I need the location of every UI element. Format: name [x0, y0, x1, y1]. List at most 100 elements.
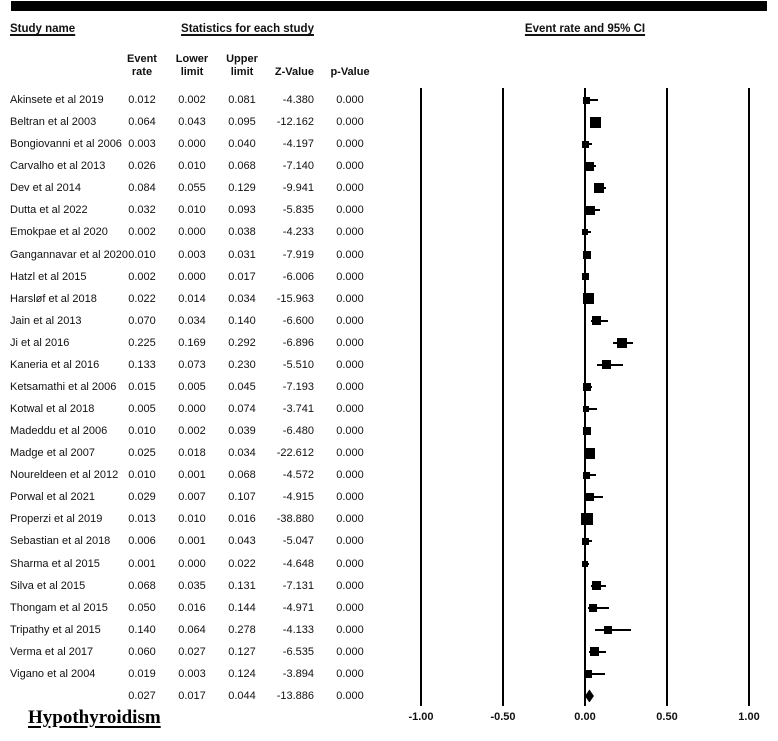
lower-limit-cell: 0.034 — [178, 314, 206, 327]
z-value-cell: -5.510 — [282, 358, 314, 371]
p-value-cell: 0.000 — [336, 358, 364, 371]
upper-limit-cell: 0.292 — [228, 336, 256, 349]
study-name-cell: Sebastian et al 2018 — [10, 535, 111, 548]
upper-limit-cell: 0.124 — [228, 667, 256, 680]
p-value-cell: 0.000 — [336, 336, 364, 349]
p-value-cell: 0.000 — [336, 557, 364, 570]
axis-gridline — [748, 88, 750, 706]
z-value-cell: -5.835 — [282, 204, 314, 217]
upper-limit-cell: 0.095 — [228, 116, 256, 129]
lower-limit-cell: 0.017 — [178, 689, 206, 702]
study-point-marker — [603, 625, 612, 634]
study-name-cell: Porwal et al 2021 — [10, 491, 95, 504]
z-value-cell: -4.233 — [282, 226, 314, 239]
table-row: Emokpae et al 2020 0.002 0.000 0.038 -4.233 0… — [0, 221, 392, 243]
study-point-marker — [583, 471, 591, 479]
lower-limit-cell: 0.055 — [178, 182, 206, 195]
z-value-cell: -4.648 — [282, 557, 314, 570]
lower-limit-cell: 0.000 — [178, 403, 206, 416]
study-point-marker — [591, 581, 601, 591]
lower-limit-cell: 0.043 — [178, 116, 206, 129]
z-value-cell: -6.600 — [282, 314, 314, 327]
event-rate-cell: 0.006 — [128, 535, 156, 548]
lower-limit-cell: 0.000 — [178, 226, 206, 239]
study-point-marker — [584, 669, 593, 678]
event-rate-cell: 0.068 — [128, 579, 156, 592]
ci-whisker — [585, 474, 597, 477]
lower-limit-cell: 0.007 — [178, 491, 206, 504]
lower-limit-cell: 0.064 — [178, 623, 206, 636]
lower-limit-cell: 0.010 — [178, 513, 206, 526]
upper-limit-cell: 0.278 — [228, 623, 256, 636]
p-value-cell: 0.000 — [336, 579, 364, 592]
table-row: Thongam et al 2015 0.050 0.016 0.144 -4.971 0… — [0, 597, 392, 619]
upper-limit-cell: 0.017 — [228, 270, 256, 283]
event-rate-cell: 0.003 — [128, 138, 156, 151]
column-header-event-rate: Event rate — [127, 53, 157, 78]
p-value-cell: 0.000 — [336, 270, 364, 283]
p-value-cell: 0.000 — [336, 226, 364, 239]
ci-whisker — [585, 408, 598, 411]
upper-limit-cell: 0.081 — [228, 94, 256, 106]
axis-gridline — [666, 88, 668, 706]
z-value-cell: -22.612 — [276, 447, 314, 460]
table-row: Dev et al 2014 0.084 0.055 0.129 -9.941 0.000 — [0, 177, 392, 199]
study-name-cell: Tripathy et al 2015 — [10, 623, 101, 636]
top-rule — [11, 1, 767, 11]
z-value-cell: -13.886 — [276, 689, 314, 702]
study-name-cell: Ketsamathi et al 2006 — [10, 380, 117, 393]
axis-tick-label: -1.00 — [408, 711, 434, 723]
lower-limit-cell: 0.016 — [178, 601, 206, 614]
study-name-cell: Gangannavar et al 2020 — [10, 248, 129, 261]
z-value-cell: -15.963 — [276, 292, 314, 305]
statistics-header: Statistics for each study — [181, 23, 314, 35]
lower-limit-cell: 0.073 — [178, 358, 206, 371]
z-value-cell: -7.919 — [282, 248, 314, 261]
z-value-cell: -4.380 — [282, 94, 314, 106]
column-header-p-value: p-Value — [330, 65, 370, 78]
study-point-marker — [583, 382, 592, 391]
p-value-cell: 0.000 — [336, 182, 364, 195]
table-row: Silva et al 2015 0.068 0.035 0.131 -7.131 0.0… — [0, 575, 392, 597]
event-rate-cell: 0.005 — [128, 403, 156, 416]
upper-limit-cell: 0.068 — [228, 469, 256, 482]
study-point-marker — [582, 229, 589, 236]
event-rate-cell: 0.022 — [128, 292, 156, 305]
lower-limit-cell: 0.001 — [178, 535, 206, 548]
study-name-cell: Harsløf et al 2018 — [10, 292, 97, 305]
event-rate-cell: 0.027 — [128, 689, 156, 702]
study-point-marker — [582, 537, 590, 545]
upper-limit-cell: 0.034 — [228, 292, 256, 305]
table-row: Jain et al 2013 0.070 0.034 0.140 -6.600 0.00… — [0, 310, 392, 332]
z-value-cell: -6.006 — [282, 270, 314, 283]
event-rate-cell: 0.001 — [128, 557, 156, 570]
upper-limit-cell: 0.140 — [228, 314, 256, 327]
event-rate-cell: 0.133 — [128, 358, 156, 371]
table-row: Kotwal et al 2018 0.005 0.000 0.074 -3.741 0.… — [0, 398, 392, 420]
event-rate-cell: 0.225 — [128, 336, 156, 349]
upper-limit-cell: 0.022 — [228, 557, 256, 570]
study-name-cell: Emokpae et al 2020 — [10, 226, 108, 239]
study-name-cell: Verma et al 2017 — [10, 645, 94, 658]
event-rate-cell: 0.025 — [128, 447, 156, 460]
event-rate-cell: 0.032 — [128, 204, 156, 217]
study-name-cell: Noureldeen et al 2012 — [10, 469, 119, 482]
study-point-marker — [581, 513, 594, 526]
table-row: Noureldeen et al 2012 0.010 0.001 0.068 -4.5… — [0, 464, 392, 486]
event-rate-cell: 0.015 — [128, 380, 156, 393]
upper-limit-cell: 0.039 — [228, 425, 256, 438]
upper-limit-cell: 0.043 — [228, 535, 256, 548]
study-name-cell: Jain et al 2013 — [10, 314, 82, 327]
upper-limit-cell: 0.144 — [228, 601, 256, 614]
study-point-marker — [593, 183, 604, 194]
study-point-marker — [581, 140, 589, 148]
z-value-cell: -3.741 — [282, 403, 314, 416]
plot-title-header: Event rate and 95% CI — [524, 23, 646, 35]
p-value-cell: 0.000 — [336, 447, 364, 460]
table-row: Kaneria et al 2016 0.133 0.073 0.230 -5.510 0… — [0, 354, 392, 376]
p-value-cell: 0.000 — [336, 535, 364, 548]
study-point-marker — [585, 205, 595, 215]
study-point-marker — [583, 293, 595, 305]
study-name-cell: Properzi et al 2019 — [10, 513, 103, 526]
z-value-cell: -5.047 — [282, 535, 314, 548]
